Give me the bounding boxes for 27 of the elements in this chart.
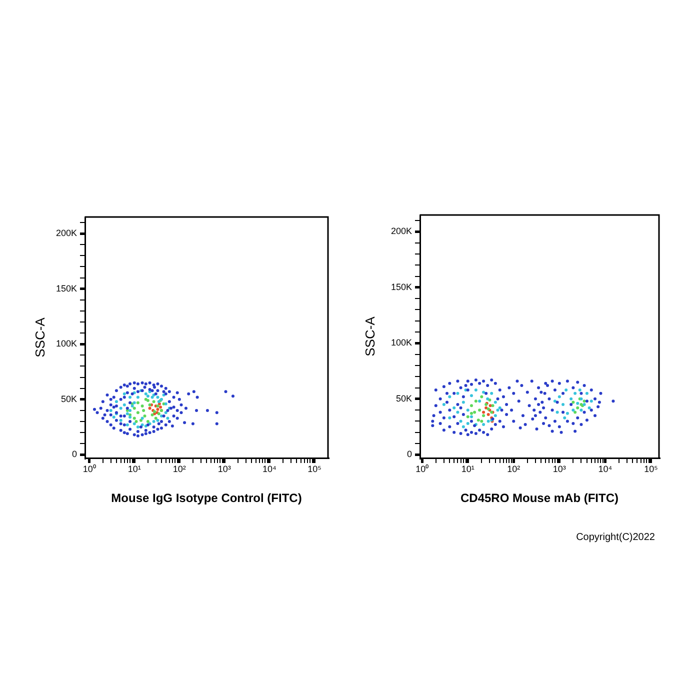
- x-tick-label: 10⁵: [644, 464, 658, 474]
- x-tick-label: 10⁵: [308, 464, 322, 474]
- x-tick-label: 10⁴: [262, 464, 276, 474]
- x-axis-title: CD45RO Mouse mAb (FITC): [460, 491, 619, 506]
- x-tick-label: 10³: [218, 464, 231, 474]
- text: Copyright(C)2022: [576, 532, 655, 543]
- x-tick-label: 10³: [552, 464, 566, 474]
- y-tick-label: 100K: [390, 338, 412, 348]
- y-axis-title: SSC-A: [32, 317, 48, 358]
- y-tick-label: 50K: [60, 394, 77, 404]
- y-tick-label: 150K: [56, 283, 77, 294]
- x-axis-title: Mouse IgG Isotype Control (FITC): [111, 491, 302, 506]
- x-tick-label: 10¹: [461, 464, 474, 474]
- y-tick-label: 200K: [56, 228, 77, 238]
- y-tick-label: 200K: [390, 226, 412, 236]
- y-tick-label: 150K: [390, 282, 412, 292]
- x-tick-label: 10²: [507, 464, 520, 474]
- y-tick-label: 100K: [56, 338, 77, 349]
- x-tick-label: 10¹: [128, 464, 141, 474]
- y-tick-label: 0: [72, 449, 77, 460]
- y-tick-label: 50K: [396, 393, 412, 404]
- x-tick-label: 10⁴: [598, 464, 612, 474]
- x-tick-label: 10²: [172, 464, 186, 474]
- x-tick-label: 10⁰: [416, 464, 429, 474]
- x-tick-label: 10⁰: [82, 464, 96, 474]
- y-tick-label: 0: [406, 449, 412, 460]
- y-axis-title: SSC-A: [362, 316, 378, 356]
